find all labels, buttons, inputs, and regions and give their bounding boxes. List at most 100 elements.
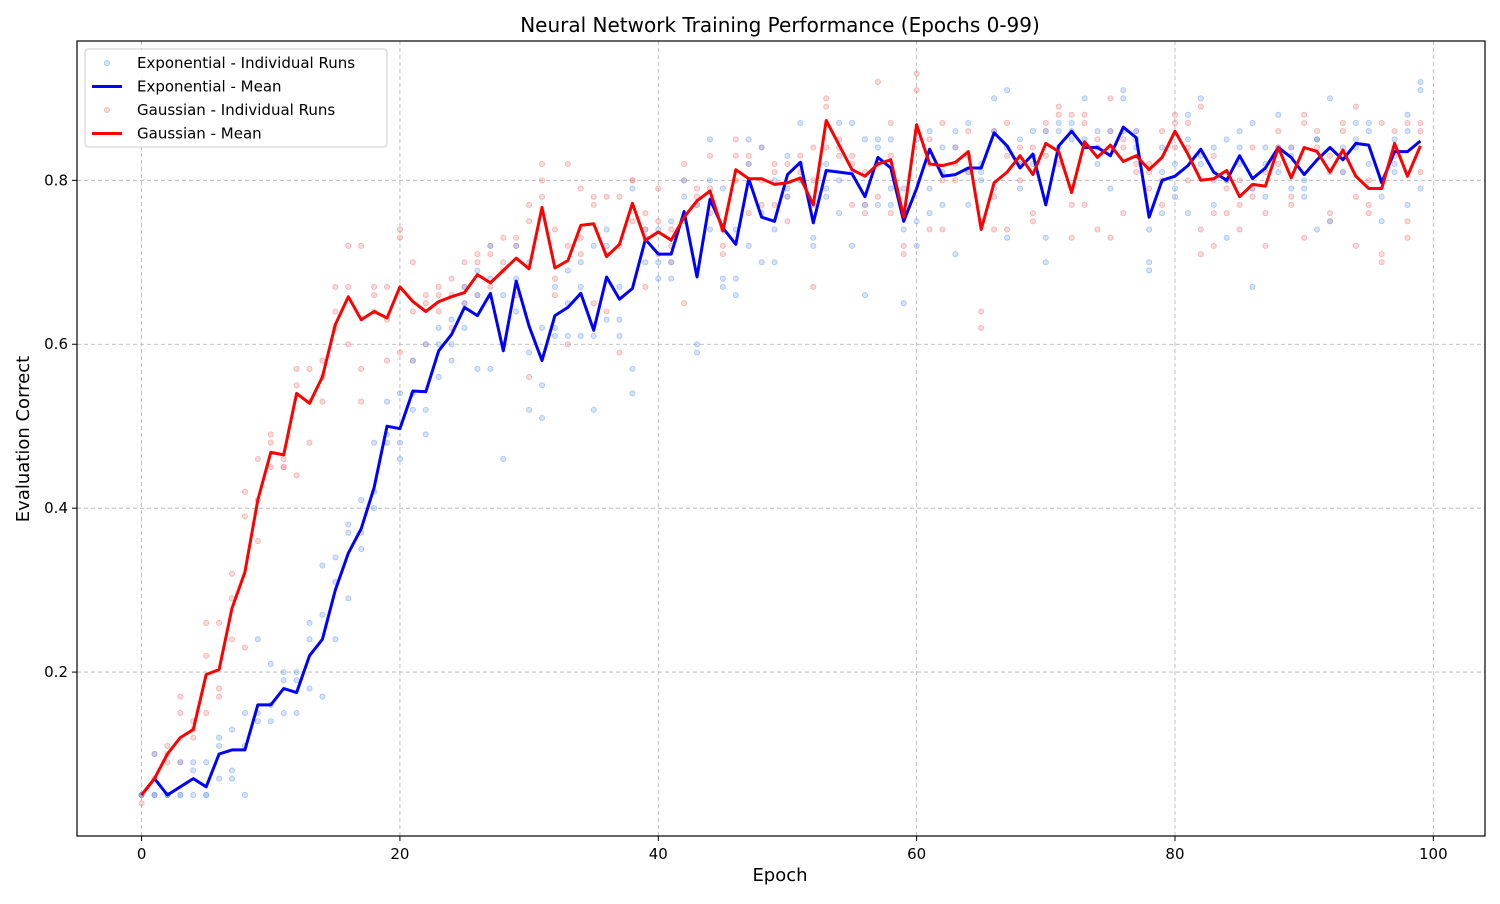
exponential-run-point [771, 226, 778, 233]
gaussian-run-point [500, 259, 507, 266]
x-tick-label: 40 [649, 845, 668, 863]
gaussian-run-point [371, 292, 378, 299]
exponential-run-point [590, 406, 597, 413]
exponential-run-point [861, 136, 868, 143]
gaussian-run-point [913, 87, 920, 94]
gaussian-run-point [371, 283, 378, 290]
exponential-run-point [319, 611, 326, 618]
y-tick-label: 0.2 [44, 663, 68, 681]
gaussian-run-point [1081, 201, 1088, 208]
exponential-run-point [1262, 144, 1269, 151]
exponential-mean-line [140, 125, 1422, 797]
gaussian-run-point [526, 218, 533, 225]
gaussian-run-point [332, 283, 339, 290]
gaussian-run-point [1339, 128, 1346, 135]
gaussian-run-point [849, 152, 856, 159]
exponential-run-point [745, 136, 752, 143]
gaussian-run-point [1146, 160, 1153, 167]
exponential-run-point [874, 144, 881, 151]
exponential-run-point [229, 726, 236, 733]
gaussian-run-point [500, 234, 507, 241]
gaussian-run-point [1326, 152, 1333, 159]
gaussian-run-point [190, 734, 197, 741]
gaussian-run-point [1107, 234, 1114, 241]
gaussian-run-point [384, 357, 391, 364]
gaussian-run-point [1171, 111, 1178, 118]
legend-label: Exponential - Individual Runs [137, 54, 355, 72]
exponential-run-point [254, 636, 261, 643]
gaussian-run-point [526, 374, 533, 381]
gaussian-run-point [603, 308, 610, 315]
gaussian-run-point [1133, 169, 1140, 176]
gaussian-run-point [991, 226, 998, 233]
exponential-run-point [448, 341, 455, 348]
exponential-run-point [577, 283, 584, 290]
exponential-run-point [1378, 218, 1385, 225]
gaussian-run-point [642, 283, 649, 290]
exponential-run-point [1404, 128, 1411, 135]
y-axis-label: Evaluation Correct [13, 356, 34, 522]
exponential-run-point [1016, 136, 1023, 143]
exponential-run-point [203, 759, 210, 766]
gaussian-run-point [1352, 193, 1359, 200]
exponential-run-point [797, 119, 804, 126]
exponential-run-point [629, 365, 636, 372]
exponential-run-point [603, 226, 610, 233]
exponential-run-point [1275, 169, 1282, 176]
exponential-run-point [229, 767, 236, 774]
gaussian-run-point [1301, 234, 1308, 241]
exponential-run-point [1326, 95, 1333, 102]
exponential-run-point [306, 619, 313, 626]
gaussian-run-point [216, 685, 223, 692]
gaussian-run-point [1146, 185, 1153, 192]
exponential-run-point [732, 275, 739, 282]
exponential-run-point [345, 521, 352, 528]
gaussian-run-point [939, 177, 946, 184]
gaussian-run-point [1042, 119, 1049, 126]
gaussian-run-point [1404, 119, 1411, 126]
exponential-run-point [1197, 160, 1204, 167]
exponential-run-point [810, 234, 817, 241]
gaussian-run-point [926, 226, 933, 233]
gaussian-run-point [203, 652, 210, 659]
exponential-run-point [526, 349, 533, 356]
exponential-run-point [913, 242, 920, 249]
exponential-run-point [280, 677, 287, 684]
exponential-run-point [474, 267, 481, 274]
exponential-run-point [694, 341, 701, 348]
legend-label: Exponential - Mean [137, 78, 282, 96]
gaussian-run-point [706, 152, 713, 159]
exponential-run-point [978, 177, 985, 184]
exponential-run-point [926, 210, 933, 217]
gaussian-run-point [1107, 95, 1114, 102]
gaussian-run-point [1029, 144, 1036, 151]
gaussian-run-point [784, 160, 791, 167]
exponential-run-point [1352, 119, 1359, 126]
gaussian-run-point [241, 488, 248, 495]
gaussian-run-point [1159, 201, 1166, 208]
gaussian-run-point [1029, 218, 1036, 225]
exponential-run-point [900, 185, 907, 192]
exponential-run-point [267, 660, 274, 667]
gaussian-run-point [319, 357, 326, 364]
exponential-run-point [396, 439, 403, 446]
gaussian-run-point [1016, 177, 1023, 184]
gaussian-run-point [590, 201, 597, 208]
gaussian-run-point [332, 308, 339, 315]
gaussian-run-point [267, 439, 274, 446]
exponential-run-point [448, 357, 455, 364]
gaussian-run-point [1288, 193, 1295, 200]
gaussian-run-point [978, 324, 985, 331]
exponential-run-point [539, 382, 546, 389]
exponential-run-point [681, 177, 688, 184]
gaussian-run-point [177, 710, 184, 717]
exponential-run-point [396, 455, 403, 462]
exponential-run-point [823, 185, 830, 192]
gaussian-run-point [551, 292, 558, 299]
gaussian-run-point [745, 152, 752, 159]
gaussian-run-point [1236, 201, 1243, 208]
exponential-run-point [1159, 144, 1166, 151]
exponential-run-point [293, 677, 300, 684]
exponential-run-point [474, 365, 481, 372]
exponential-run-point [1081, 95, 1088, 102]
